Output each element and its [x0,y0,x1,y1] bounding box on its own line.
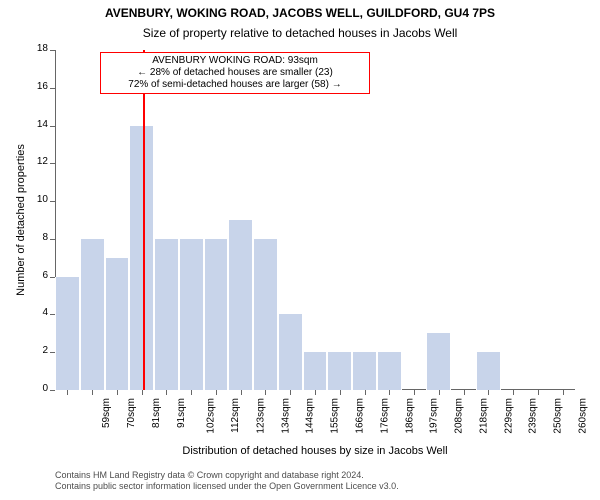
bar [204,239,229,390]
x-tick-label: 166sqm [355,398,366,434]
bar [228,220,253,390]
footer-line: Contains HM Land Registry data © Crown c… [55,470,399,481]
chart-title-line1: AVENBURY, WOKING ROAD, JACOBS WELL, GUIL… [0,6,600,20]
x-tick-label: 186sqm [404,398,415,434]
y-tick-label: 2 [20,345,48,356]
footer-text: Contains HM Land Registry data © Crown c… [55,470,399,492]
chart-title-line2: Size of property relative to detached ho… [0,26,600,40]
bar [129,126,154,390]
bar [352,352,377,390]
x-tick-label: 102sqm [206,398,217,434]
bar [80,239,105,390]
x-tick-label: 229sqm [503,398,514,434]
marker-line [143,50,145,390]
x-tick-label: 260sqm [577,398,588,434]
x-tick-label: 197sqm [429,398,440,434]
chart-container: AVENBURY, WOKING ROAD, JACOBS WELL, GUIL… [0,0,600,500]
bar [426,333,451,390]
callout-box: AVENBURY WOKING ROAD: 93sqm← 28% of deta… [100,52,370,94]
x-axis-label: Distribution of detached houses by size … [55,445,575,457]
x-tick-label: 70sqm [126,398,137,428]
y-tick-label: 16 [20,81,48,92]
x-tick-label: 91sqm [176,398,187,428]
x-tick-label: 134sqm [280,398,291,434]
bar [278,314,303,390]
x-tick-label: 218sqm [478,398,489,434]
footer-line: Contains public sector information licen… [55,481,399,492]
bar [476,352,501,390]
callout-line: ← 28% of detached houses are smaller (23… [105,67,365,79]
bar [377,352,402,390]
x-tick-label: 81sqm [151,398,162,428]
x-tick-label: 250sqm [553,398,564,434]
x-tick-label: 59sqm [101,398,112,428]
plot-area: 02468101214161859sqm70sqm81sqm91sqm102sq… [55,50,575,390]
x-tick-label: 208sqm [454,398,465,434]
y-tick-label: 18 [20,43,48,54]
x-tick-label: 123sqm [256,398,267,434]
x-tick-label: 155sqm [330,398,341,434]
bar [105,258,130,390]
x-tick-label: 112sqm [230,398,241,433]
callout-line: AVENBURY WOKING ROAD: 93sqm [105,55,365,67]
x-tick-label: 239sqm [528,398,539,434]
bar [253,239,278,390]
bar [55,277,80,390]
x-tick-label: 144sqm [305,398,316,434]
y-axis-label: Number of detached properties [15,120,27,320]
bar [327,352,352,390]
y-tick-label: 0 [20,383,48,394]
x-tick-label: 176sqm [379,398,390,434]
bar [303,352,328,390]
bar [154,239,179,390]
callout-line: 72% of semi-detached houses are larger (… [105,79,365,91]
bar [179,239,204,390]
